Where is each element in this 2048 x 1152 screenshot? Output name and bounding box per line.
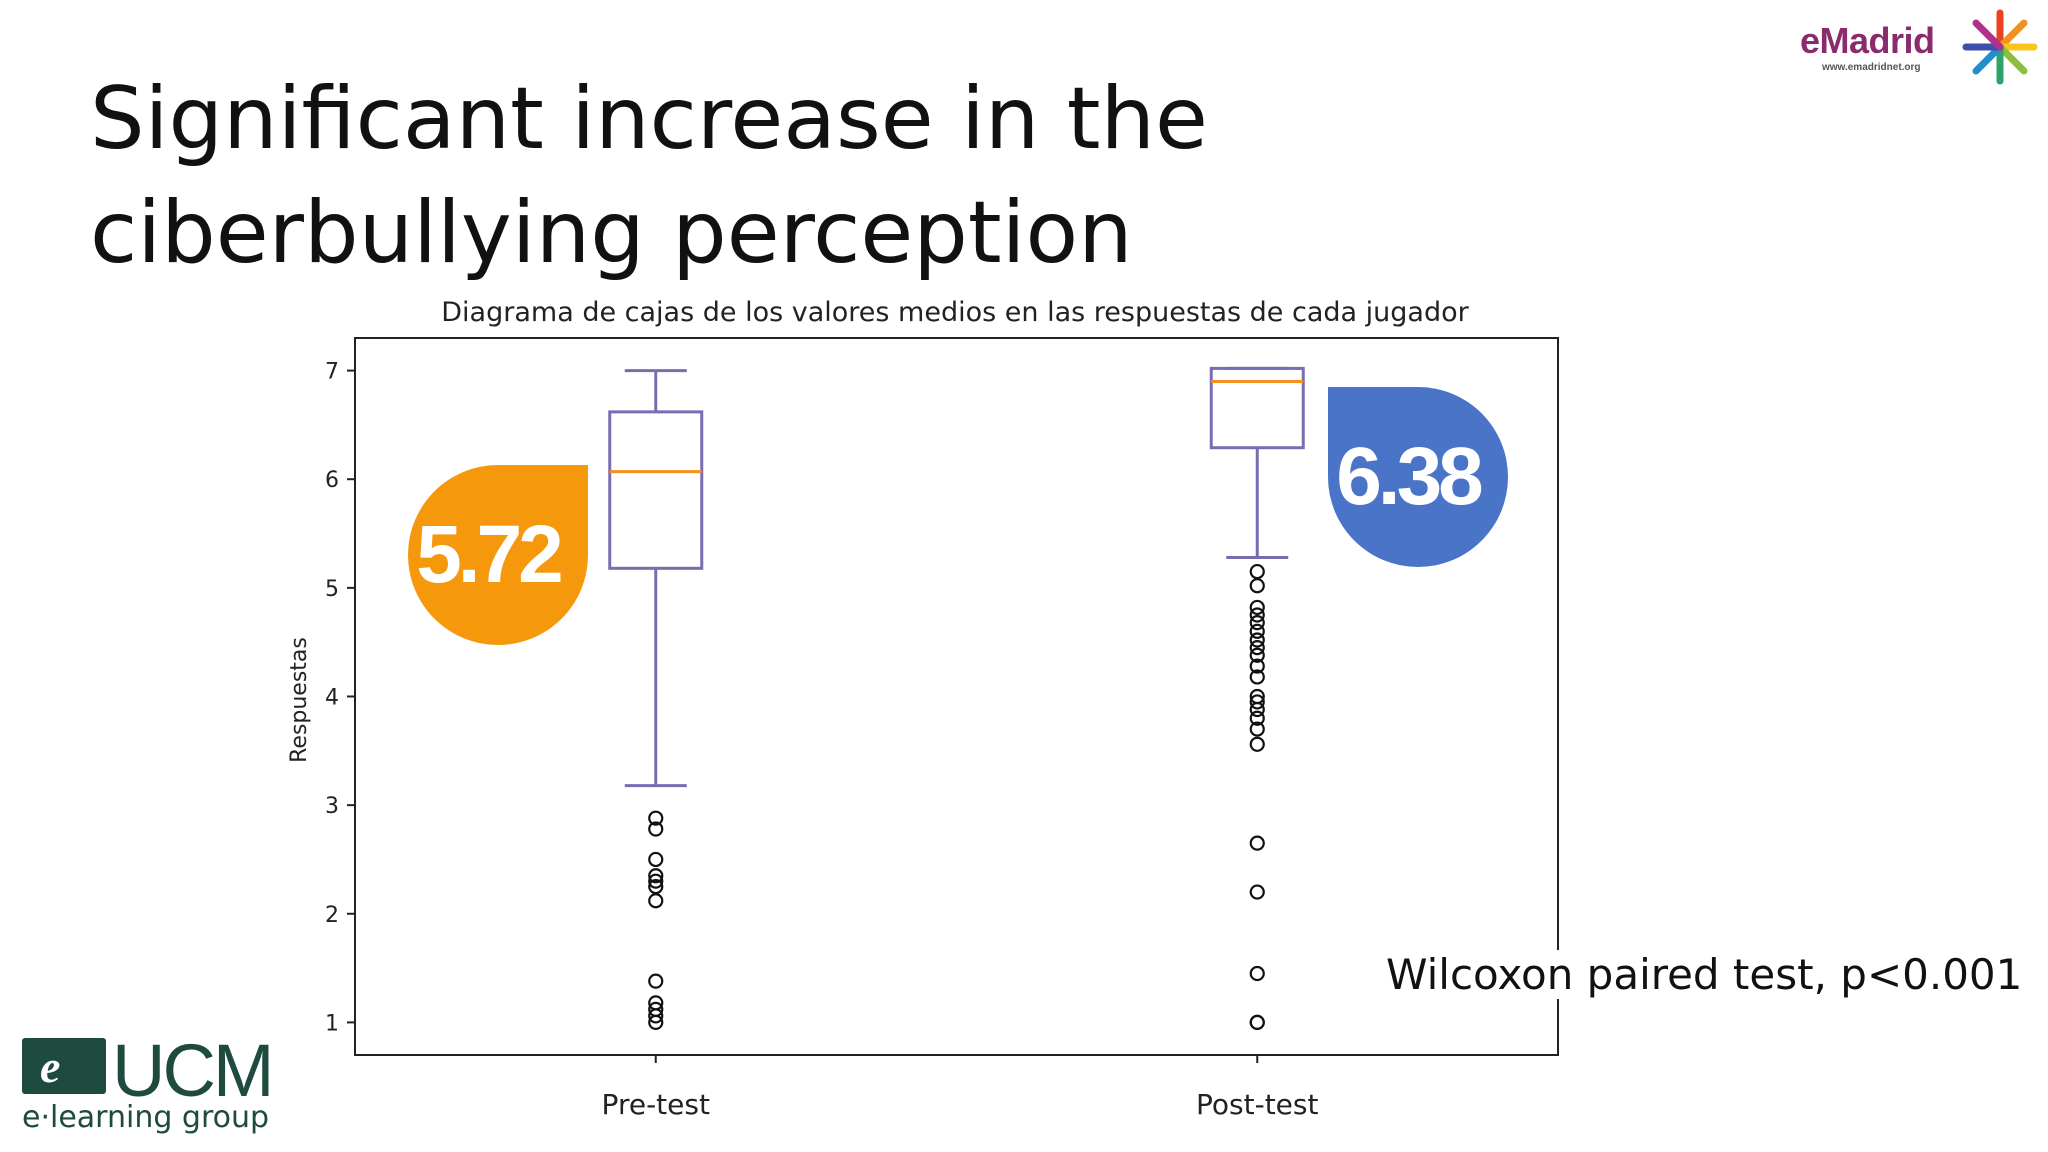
- outlier-point: [1249, 884, 1265, 900]
- emadrid-logo: eMadrid www.emadridnet.org: [1800, 4, 2040, 90]
- box-pre-test: [608, 369, 704, 1031]
- x-axis-ticks: Pre-test Post-test: [602, 1055, 1318, 1121]
- value-badge-label: 6.38: [1336, 431, 1482, 522]
- outlier-point: [1249, 599, 1265, 616]
- ucm-logo-text: UCM: [112, 1029, 275, 1112]
- outlier-point: [1249, 658, 1265, 674]
- outlier-point: [1249, 965, 1265, 982]
- box-post-test: [1209, 366, 1305, 1031]
- y-axis-label: Respuestas: [287, 637, 312, 763]
- outlier-point: [648, 1014, 664, 1031]
- outlier-point: [648, 810, 664, 826]
- outlier-point: [1249, 721, 1265, 737]
- outlier-point: [1249, 615, 1265, 631]
- y-tick-label: 1: [325, 1011, 339, 1036]
- slide-title: Significant increase in the ciberbullyin…: [90, 69, 1208, 283]
- value-badge-label: 5.72: [416, 509, 561, 600]
- outlier-point: [1249, 736, 1265, 752]
- wilcoxon-note: Wilcoxon paired test, p<0.001: [1380, 950, 2029, 999]
- outlier-point: [648, 893, 664, 909]
- outlier-point: [648, 851, 664, 868]
- outlier-point: [648, 873, 664, 889]
- y-tick-label: 5: [325, 577, 339, 602]
- outlier-point: [648, 973, 664, 989]
- value-badge-shape: [1328, 387, 1508, 567]
- value-badge-blue: 6.38: [1328, 387, 1508, 567]
- emadrid-star-icon: [1962, 9, 2038, 85]
- outlier-point: [1249, 694, 1265, 710]
- outlier-point: [648, 868, 664, 884]
- ucm-logo-mark: e: [22, 1038, 106, 1094]
- outlier-point: [1249, 578, 1265, 594]
- chart-title: Diagrama de cajas de los valores medios …: [441, 297, 1469, 328]
- outlier-point: [1249, 623, 1265, 639]
- outlier-point: [1249, 835, 1265, 851]
- outlier-point: [1249, 607, 1265, 623]
- ucm-logo: e UCM e·learning group: [20, 1029, 280, 1140]
- box-iqr: [608, 410, 704, 570]
- outlier-point: [1249, 669, 1265, 685]
- y-tick-label: 6: [325, 468, 339, 493]
- box-group: [608, 366, 1305, 1031]
- outlier-point: [648, 821, 664, 837]
- outlier-point: [1249, 647, 1265, 663]
- outlier-point: [1249, 563, 1265, 580]
- emadrid-logo-text: eMadrid: [1800, 20, 1935, 61]
- value-badge-shape: [408, 465, 588, 645]
- emadrid-logo-url: www.emadridnet.org: [1822, 62, 1921, 73]
- outlier-point: [1249, 640, 1265, 656]
- box-iqr: [1209, 366, 1305, 450]
- y-tick-label: 4: [325, 686, 339, 711]
- y-tick-label: 3: [325, 794, 339, 819]
- x-tick-label: Pre-test: [602, 1088, 710, 1121]
- ucm-logo-mark-letter: e: [40, 1041, 61, 1092]
- outlier-point: [1249, 632, 1265, 648]
- y-tick-label: 2: [325, 903, 339, 928]
- outlier-point: [648, 1008, 664, 1024]
- outlier-point: [1249, 701, 1265, 718]
- outlier-point: [648, 879, 664, 895]
- y-tick-label: 7: [325, 360, 339, 385]
- outlier-point: [1249, 1014, 1265, 1031]
- ucm-logo-subtitle: e·learning group: [22, 1100, 270, 1135]
- value-badge-orange: 5.72: [408, 465, 588, 645]
- y-axis-ticks: 1 2 3 4 5 6 7: [325, 360, 355, 1036]
- outlier-point: [1249, 710, 1265, 726]
- x-tick-label: Post-test: [1196, 1088, 1318, 1121]
- value-badges: 5.72 6.38: [408, 387, 1508, 645]
